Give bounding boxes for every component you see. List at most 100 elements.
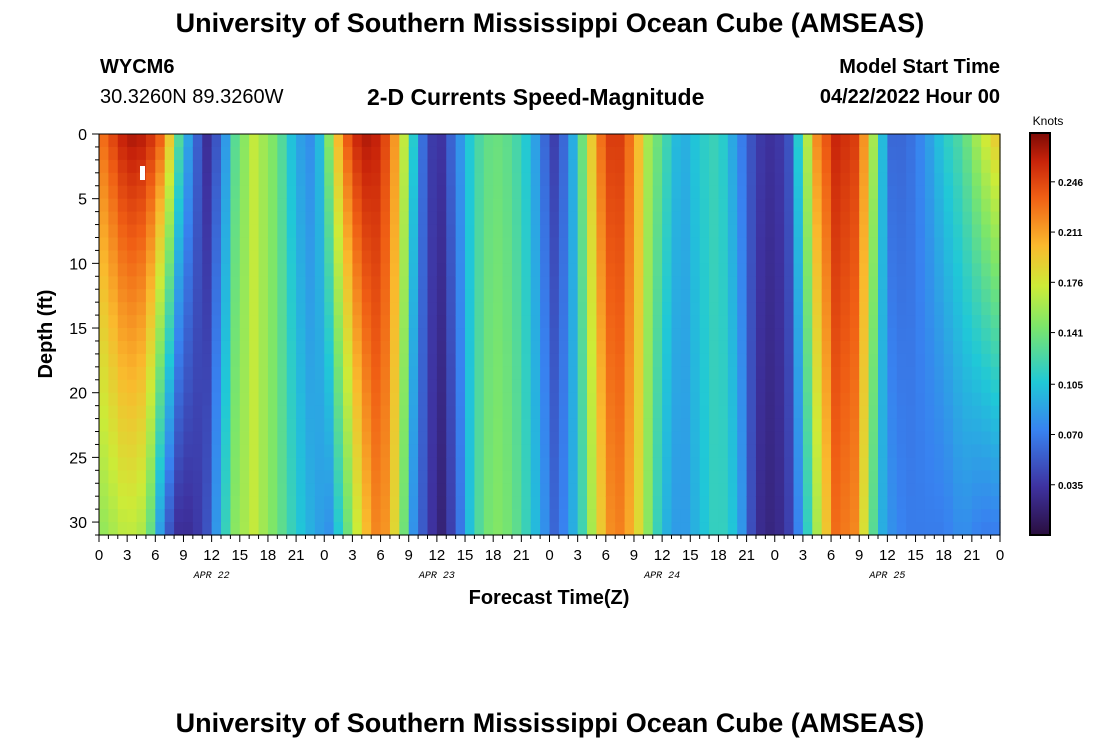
heatmap-cell (746, 379, 757, 394)
heatmap-cell (408, 328, 419, 342)
heatmap-cell (802, 134, 813, 148)
heatmap-cell (549, 263, 560, 277)
x-tick-label: 9 (179, 547, 187, 564)
heatmap-cell (155, 237, 166, 252)
heatmap-cell (868, 211, 879, 226)
heatmap-cell (577, 315, 588, 329)
heatmap-cell (755, 146, 766, 161)
heatmap-cell (690, 340, 701, 355)
heatmap-cell (587, 237, 598, 252)
heatmap-cell (202, 276, 213, 290)
heatmap-cell (465, 483, 476, 497)
heatmap-cell (436, 483, 447, 497)
heatmap-cell (615, 483, 626, 497)
heatmap-cell (418, 328, 429, 342)
heatmap-cell (521, 211, 532, 226)
heatmap-cell (183, 457, 194, 471)
heatmap-cell (249, 340, 260, 355)
heatmap-cell (343, 172, 354, 187)
heatmap-cell (324, 289, 335, 303)
heatmap-cell (690, 185, 701, 200)
heatmap-cell (361, 250, 372, 264)
heatmap-cell (802, 328, 813, 342)
heatmap-cell (896, 496, 907, 510)
heatmap-cell (324, 392, 335, 407)
heatmap-cell (859, 198, 870, 213)
heatmap-cell (521, 496, 532, 510)
heatmap-cell (746, 315, 757, 329)
heatmap-cell (558, 146, 569, 161)
heatmap-cell (361, 353, 372, 368)
heatmap-cell (530, 470, 541, 484)
heatmap-cell (765, 263, 776, 277)
heatmap-cell (690, 379, 701, 394)
heatmap-cell (324, 159, 335, 174)
heatmap-cell (877, 366, 888, 381)
heatmap-cell (511, 470, 522, 484)
heatmap-cell (465, 431, 476, 446)
heatmap-cell (990, 224, 1001, 239)
heatmap-cell (643, 444, 654, 458)
heatmap-cell (831, 379, 842, 394)
heatmap-cell (399, 379, 410, 394)
heatmap-cell (183, 276, 194, 290)
heatmap-cell (277, 405, 288, 420)
x-tick-label: 18 (260, 547, 277, 564)
heatmap-cell (277, 457, 288, 471)
heatmap-cell (812, 431, 823, 446)
heatmap-cell (774, 509, 785, 523)
heatmap-cell (990, 392, 1001, 407)
heatmap-cell (352, 418, 363, 433)
heatmap-cell (877, 315, 888, 329)
heatmap-cell (624, 302, 635, 316)
heatmap-cell (408, 379, 419, 394)
heatmap-cell (465, 509, 476, 523)
heatmap-cell (108, 444, 119, 458)
heatmap-cell (746, 340, 757, 355)
heatmap-cell (774, 340, 785, 355)
heatmap-cell (887, 353, 898, 368)
heatmap-cell (784, 276, 795, 290)
heatmap-cell (249, 224, 260, 239)
heatmap-cell (953, 315, 964, 329)
heatmap-cell (568, 353, 579, 368)
heatmap-cell (652, 328, 663, 342)
heatmap-cell (840, 172, 851, 187)
heatmap-cell (680, 263, 691, 277)
heatmap-cell (953, 366, 964, 381)
heatmap-cell (596, 366, 607, 381)
heatmap-cell (915, 457, 926, 471)
heatmap-cell (859, 134, 870, 148)
heatmap-cell (934, 509, 945, 523)
heatmap-cell (727, 418, 738, 433)
heatmap-cell (934, 418, 945, 433)
heatmap-cell (408, 522, 419, 536)
heatmap-cell (859, 483, 870, 497)
heatmap-cell (483, 159, 494, 174)
heatmap-cell (399, 250, 410, 264)
heatmap-cell (174, 237, 185, 252)
heatmap-cell (802, 340, 813, 355)
heatmap-cell (399, 211, 410, 226)
heatmap-cell (793, 237, 804, 252)
heatmap-cell (605, 276, 616, 290)
heatmap-cell (755, 379, 766, 394)
heatmap-cell (633, 224, 644, 239)
heatmap-cell (127, 392, 138, 407)
heatmap-cell (333, 224, 344, 239)
heatmap-cell (981, 172, 992, 187)
heatmap-cell (765, 289, 776, 303)
heatmap-cell (849, 146, 860, 161)
heatmap-cell (145, 457, 156, 471)
heatmap-cell (962, 496, 973, 510)
heatmap-cell (746, 134, 757, 148)
heatmap-cell (455, 224, 466, 239)
heatmap-cell (737, 392, 748, 407)
heatmap-cell (699, 185, 710, 200)
heatmap-cell (333, 483, 344, 497)
heatmap-cell (145, 353, 156, 368)
heatmap-cell (202, 250, 213, 264)
heatmap-cell (446, 379, 457, 394)
heatmap-cell (183, 522, 194, 536)
heatmap-cell (211, 405, 222, 420)
